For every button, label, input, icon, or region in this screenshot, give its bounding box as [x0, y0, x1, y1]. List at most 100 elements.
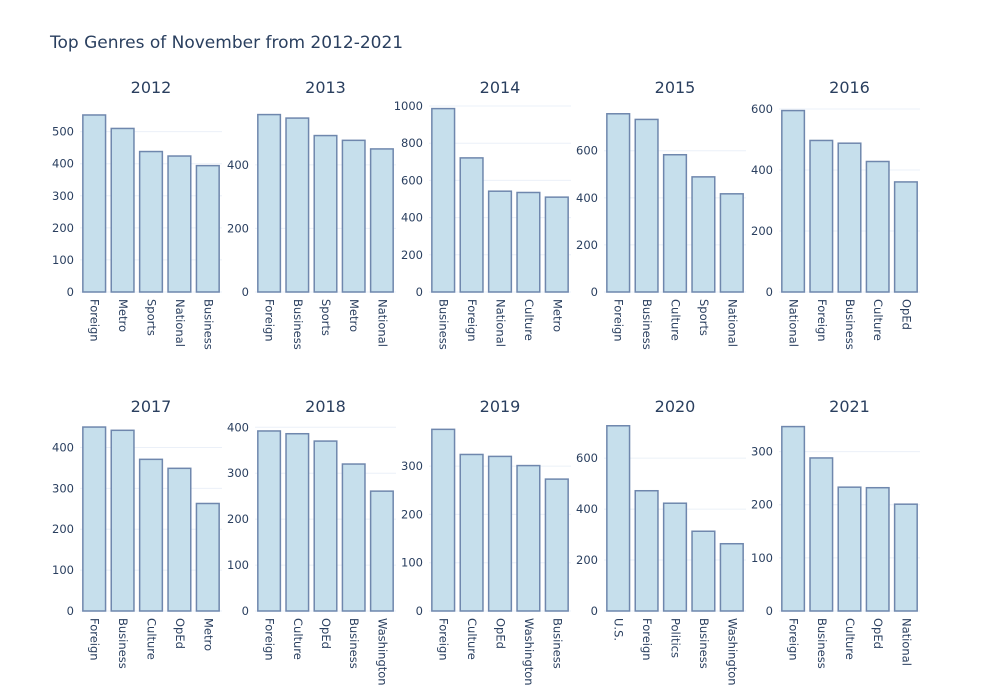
y-tick-label: 200	[401, 507, 423, 521]
y-tick-label: 400	[751, 163, 773, 177]
bar	[781, 425, 806, 612]
y-tick-label: 100	[52, 563, 74, 577]
x-tick-label: OpEd	[899, 299, 913, 330]
x-tick-label: Sports	[697, 299, 711, 336]
y-tick-label: 800	[401, 136, 423, 150]
bar	[719, 193, 744, 293]
subplot-2013: 0 200 400 2013 Foreign Business Sports Metro Nat…	[227, 78, 396, 350]
x-tick-label: Business	[347, 618, 361, 669]
x-tick-label: Foreign	[640, 618, 654, 661]
bar	[369, 490, 394, 612]
subplot-title: 2016	[829, 78, 870, 97]
bar	[781, 109, 806, 293]
y-tick-label: 400	[401, 211, 423, 225]
y-tick-label: 400	[576, 502, 598, 516]
x-tick-label: Foreign	[263, 618, 277, 661]
x-tick-label: Business	[291, 299, 305, 350]
subplot-title: 2017	[131, 397, 172, 416]
x-tick-label: National	[494, 299, 508, 347]
x-tick-label: National	[725, 299, 739, 347]
x-tick-label: Metro	[550, 299, 564, 332]
x-tick-label: Business	[437, 299, 451, 350]
bar	[634, 118, 659, 293]
subplot-2020: 0 200 400 600 2020 U.S. Foreign Politics Busines…	[576, 397, 746, 686]
subplot-title: 2020	[655, 397, 696, 416]
x-tick-label: Culture	[669, 299, 683, 341]
y-tick-label: 300	[401, 459, 423, 473]
bar	[257, 430, 282, 612]
bar	[865, 160, 890, 293]
bar	[167, 155, 192, 293]
bar	[719, 542, 744, 612]
y-tick-label: 600	[751, 102, 773, 116]
bar	[691, 176, 716, 293]
x-tick-label: Foreign	[612, 299, 626, 342]
subplot-title: 2013	[305, 78, 346, 97]
x-tick-label: Sports	[145, 299, 159, 336]
x-tick-label: Metro	[116, 299, 130, 332]
bar	[662, 153, 688, 293]
bar	[195, 502, 220, 612]
x-tick-label: OpEd	[871, 618, 885, 649]
bar	[865, 486, 890, 612]
x-tick-label: Politics	[669, 618, 683, 658]
y-tick-label: 0	[242, 604, 249, 618]
x-tick-label: Business	[815, 618, 829, 669]
bar	[110, 429, 135, 612]
bar	[257, 113, 282, 293]
bar	[487, 455, 513, 612]
bar	[167, 467, 192, 612]
subplot-title: 2015	[655, 78, 696, 97]
bar	[893, 503, 918, 612]
x-tick-label: National	[899, 618, 913, 666]
bar	[459, 453, 484, 612]
y-tick-label: 100	[401, 556, 423, 570]
x-tick-label: National	[375, 299, 389, 347]
x-tick-label: National	[173, 299, 187, 347]
subplot-title: 2012	[131, 78, 172, 97]
bar	[138, 150, 164, 293]
bar	[369, 148, 394, 293]
bar	[544, 196, 569, 293]
x-tick-label: Business	[697, 618, 711, 669]
x-tick-label: OpEd	[173, 618, 187, 649]
x-tick-label: Business	[843, 299, 857, 350]
x-tick-label: Culture	[291, 618, 305, 660]
bar	[285, 117, 310, 293]
y-tick-label: 200	[52, 522, 74, 536]
y-tick-label: 600	[401, 173, 423, 187]
y-tick-label: 400	[227, 158, 249, 172]
bar	[544, 478, 569, 612]
bar	[837, 142, 862, 293]
bar	[691, 530, 716, 612]
bar	[893, 181, 918, 293]
subplot-2021: 0 100 200 300 2021 Foreign Business Culture OpEd…	[751, 397, 920, 669]
subplot-2016: 0 200 400 600 2016 National Foreign Business Cul…	[751, 78, 920, 350]
x-tick-label: Metro	[201, 618, 215, 651]
x-tick-label: Foreign	[787, 618, 801, 661]
y-tick-label: 0	[67, 285, 74, 299]
subplot-title: 2014	[480, 78, 521, 97]
x-tick-label: OpEd	[319, 618, 333, 649]
subplot-2014: 0 200 400 600 800 1000 2014 Business Foreign Nati…	[394, 78, 571, 350]
y-tick-label: 400	[576, 191, 598, 205]
y-tick-label: 0	[591, 604, 598, 618]
subplot-title: 2018	[305, 397, 346, 416]
bar	[606, 113, 631, 293]
x-tick-label: Business	[640, 299, 654, 350]
bar	[516, 464, 541, 612]
bar	[662, 502, 688, 612]
x-tick-label: Business	[116, 618, 130, 669]
subplot-title: 2021	[829, 397, 870, 416]
y-tick-label: 200	[52, 221, 74, 235]
x-tick-label: OpEd	[494, 618, 508, 649]
y-tick-label: 200	[751, 224, 773, 238]
bar	[516, 191, 541, 293]
bar	[341, 463, 366, 612]
y-tick-label: 0	[416, 285, 423, 299]
y-tick-label: 200	[576, 238, 598, 252]
bar	[195, 164, 220, 293]
bar	[313, 440, 338, 612]
bar	[606, 425, 631, 612]
y-tick-label: 400	[52, 157, 74, 171]
